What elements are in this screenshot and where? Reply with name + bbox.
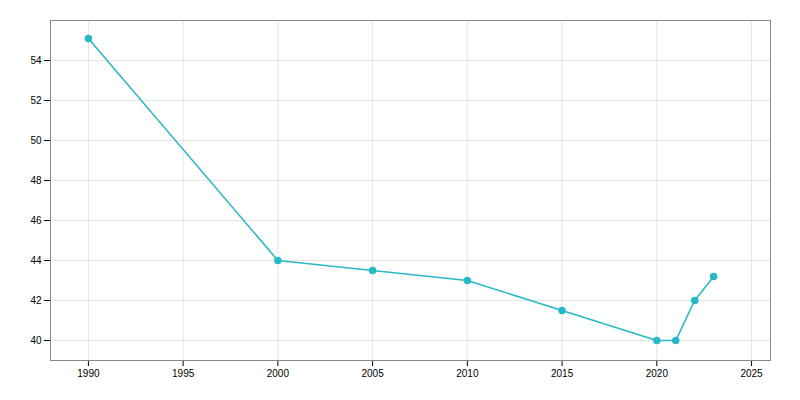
- svg-text:2010: 2010: [456, 368, 479, 379]
- svg-text:50: 50: [30, 135, 42, 146]
- svg-text:2020: 2020: [646, 368, 669, 379]
- svg-text:2015: 2015: [551, 368, 574, 379]
- svg-text:48: 48: [30, 175, 42, 186]
- svg-text:2005: 2005: [361, 368, 384, 379]
- svg-text:40: 40: [30, 335, 42, 346]
- svg-text:46: 46: [30, 215, 42, 226]
- svg-text:1995: 1995: [172, 368, 195, 379]
- svg-text:2025: 2025: [740, 368, 763, 379]
- svg-text:1990: 1990: [77, 368, 100, 379]
- svg-text:2000: 2000: [267, 368, 290, 379]
- svg-text:42: 42: [30, 295, 42, 306]
- svg-text:44: 44: [30, 255, 42, 266]
- svg-text:54: 54: [30, 55, 42, 66]
- svg-text:52: 52: [30, 95, 42, 106]
